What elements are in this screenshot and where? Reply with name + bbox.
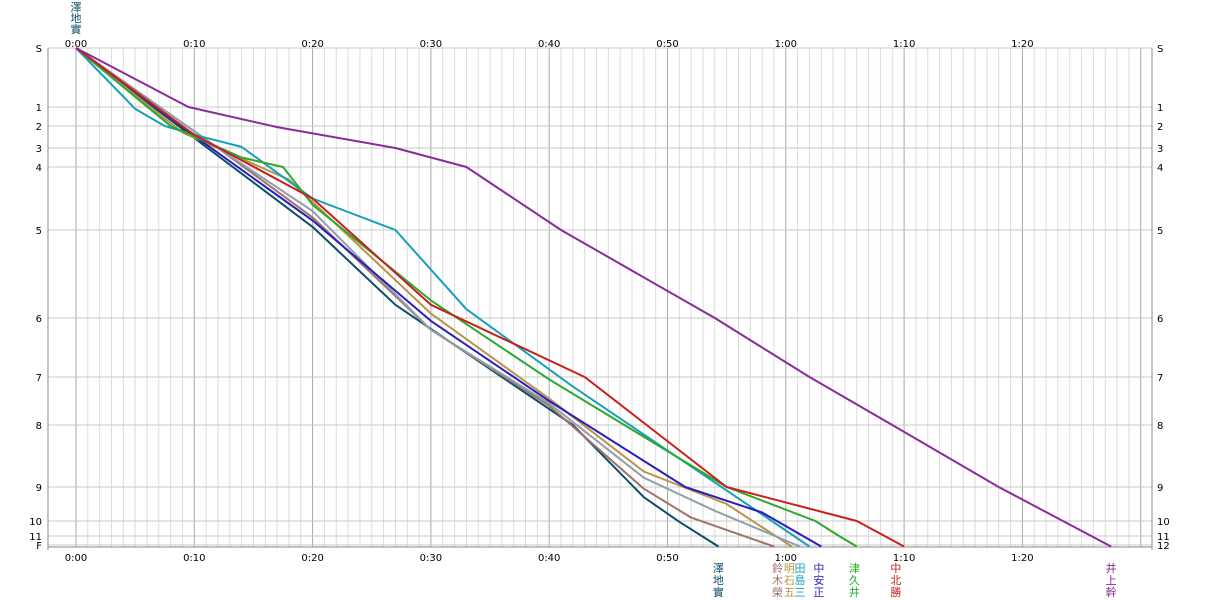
end-label: 津	[849, 562, 860, 575]
series-line	[75, 47, 801, 548]
x-tick-label-bottom: 1:10	[893, 553, 915, 564]
y-tick-label-left: 4	[36, 163, 42, 174]
x-tick-label-bottom: 1:00	[775, 553, 797, 564]
top-label: 地	[71, 12, 82, 25]
y-tick-label-left: 8	[36, 421, 42, 432]
end-label: 實	[713, 585, 724, 599]
y-tick-label-right: 4	[1157, 163, 1163, 174]
y-tick-label-left: F	[36, 541, 42, 552]
series-line	[75, 47, 1112, 548]
end-label: 明	[784, 562, 795, 575]
x-tick-label-top: 0:10	[183, 39, 205, 50]
y-tick-label-right: S	[1157, 44, 1163, 55]
end-label: 幹	[1106, 585, 1117, 599]
end-label: 勝	[890, 585, 901, 599]
series-line	[75, 47, 719, 548]
y-tick-label-right: 9	[1157, 483, 1163, 494]
x-tick-label-bottom: 0:40	[538, 553, 560, 564]
x-tick-label-top: 1:00	[775, 39, 797, 50]
x-tick-label-top: 0:30	[420, 39, 442, 50]
y-tick-label-right: 5	[1157, 226, 1163, 237]
end-label: 中	[890, 562, 901, 575]
x-tick-label-bottom: 0:00	[65, 553, 87, 564]
y-tick-label-right: 8	[1157, 421, 1163, 432]
x-tick-label-bottom: 0:30	[420, 553, 442, 564]
top-label: 實	[71, 22, 82, 36]
end-label: 榮	[772, 585, 783, 599]
end-label: 正	[813, 586, 824, 599]
end-label: 五	[784, 586, 795, 599]
end-label: 三	[794, 586, 805, 599]
y-tick-label-left: S	[36, 44, 42, 55]
y-tick-label-right: 1	[1157, 103, 1163, 114]
y-tick-label-left: 6	[36, 314, 42, 325]
y-tick-label-right: 2	[1157, 122, 1163, 133]
x-tick-label-bottom: 0:50	[656, 553, 678, 564]
end-label: 鈴	[772, 561, 783, 575]
end-label: 北	[890, 574, 901, 587]
y-tick-label-left: 10	[29, 517, 42, 528]
end-label: 上	[1106, 574, 1117, 587]
end-label: 安	[813, 573, 824, 587]
x-tick-label-top: 0:00	[65, 39, 87, 50]
end-label: 中	[813, 562, 824, 575]
series-line	[75, 47, 905, 548]
y-tick-label-left: 3	[36, 144, 42, 155]
end-label: 久	[849, 574, 860, 587]
y-tick-label-right: 10	[1157, 517, 1170, 528]
y-tick-label-left: 11	[29, 532, 42, 543]
x-tick-label-top: 1:10	[893, 39, 915, 50]
end-label: 石	[784, 574, 795, 587]
y-tick-label-right: 3	[1157, 144, 1163, 155]
top-label: 澤	[71, 1, 82, 14]
x-tick-label-top: 1:20	[1011, 39, 1033, 50]
end-label: 地	[713, 574, 724, 587]
y-tick-label-right: 6	[1157, 314, 1163, 325]
y-tick-label-left: 5	[36, 226, 42, 237]
y-tick-label-right: 11	[1157, 532, 1170, 543]
x-tick-label-top: 0:20	[301, 39, 323, 50]
x-tick-label-bottom: 1:20	[1011, 553, 1033, 564]
series-line	[75, 47, 822, 548]
y-tick-label-right: 7	[1157, 373, 1163, 384]
x-tick-label-bottom: 0:20	[301, 553, 323, 564]
end-label: 井	[1106, 561, 1117, 575]
end-label: 井	[849, 585, 860, 599]
y-tick-label-left: 2	[36, 122, 42, 133]
end-label: 田	[794, 562, 805, 575]
end-label: 澤	[713, 562, 724, 575]
y-tick-label-left: 1	[36, 103, 42, 114]
y-tick-label-left: 7	[36, 373, 42, 384]
end-label: 島	[794, 573, 805, 587]
y-tick-label-right: 12	[1157, 541, 1170, 552]
x-tick-label-top: 0:50	[656, 39, 678, 50]
y-tick-label-left: 9	[36, 483, 42, 494]
end-label: 木	[772, 574, 783, 587]
x-tick-label-top: 0:40	[538, 39, 560, 50]
x-tick-label-bottom: 0:10	[183, 553, 205, 564]
